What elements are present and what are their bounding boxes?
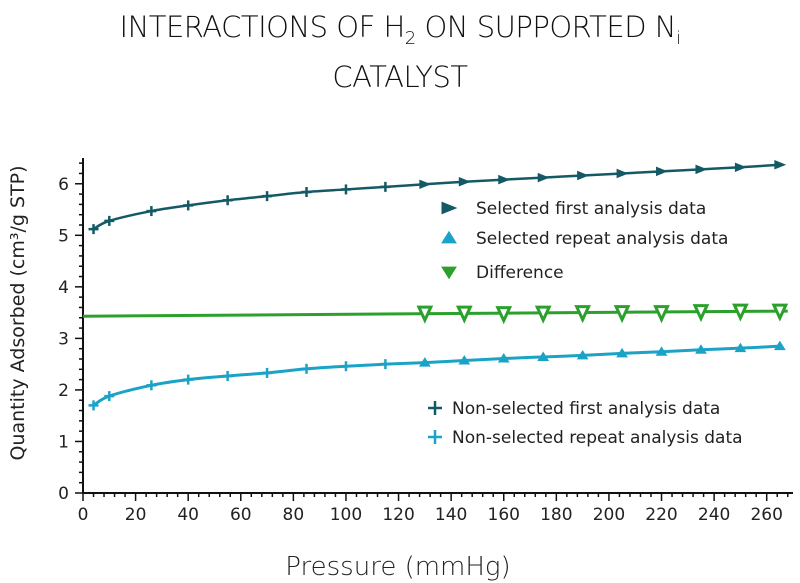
non-selected-repeat-analysis-data-point: [262, 367, 273, 378]
x-tick-label: 80: [283, 505, 305, 525]
non-selected-first-analysis-data-point: [104, 215, 115, 226]
non-selected-repeat-analysis-data-point: [340, 361, 351, 372]
selected-first-analysis-data-point: [656, 166, 668, 177]
legend-item: Difference: [441, 263, 564, 283]
difference-point: [455, 305, 473, 324]
x-tick-label: 140: [435, 505, 467, 525]
legend: Selected first analysis data Selected rep…: [428, 199, 743, 448]
x-tick-label: 180: [540, 505, 572, 525]
legend-marker: [441, 201, 458, 215]
non-selected-first-analysis-data-point: [183, 200, 194, 211]
selected-repeat-analysis-data-point: [734, 342, 747, 353]
selected-first-analysis-data-point: [695, 164, 708, 175]
difference-line: [82, 309, 788, 318]
x-tick-label: 220: [645, 505, 677, 525]
x-tick-label: 100: [330, 505, 362, 525]
series-markers: [88, 159, 789, 411]
y-tick-label: 4: [58, 278, 69, 298]
non-selected-repeat-analysis-data-point: [183, 374, 194, 385]
non-selected-first-analysis-data-point: [340, 184, 351, 195]
x-tick-label: 240: [698, 505, 730, 525]
non-selected-repeat-analysis-data-point: [301, 363, 312, 374]
legend-marker: [428, 401, 442, 415]
repeat-analysis-line: [92, 344, 780, 407]
non-selected-first-analysis-data-point: [380, 181, 391, 192]
x-tick-label: 0: [78, 505, 89, 525]
legend-marker: [428, 430, 442, 444]
non-selected-repeat-analysis-data-point: [380, 359, 391, 370]
non-selected-first-analysis-data-point: [146, 206, 157, 217]
non-selected-repeat-analysis-data-point: [146, 380, 157, 391]
x-axis-label: Pressure (mmHg): [285, 552, 510, 582]
selected-first-analysis-data-point: [774, 159, 787, 170]
selected-repeat-analysis-data-point: [773, 340, 786, 351]
y-tick-label: 6: [58, 175, 69, 195]
selected-first-analysis-data-point: [537, 172, 550, 183]
legend-item: Non-selected repeat analysis data: [428, 428, 743, 448]
legend-marker: [441, 266, 457, 280]
first-analysis-line: [92, 163, 780, 231]
x-tick-label: 120: [382, 505, 414, 525]
legend-label: Selected repeat analysis data: [476, 229, 728, 249]
axes: 0 20 40 60 80 100 120 140 160 180 200 220 240 260 0 1 2 3…: [58, 158, 793, 525]
x-tick-label: 160: [488, 505, 520, 525]
selected-repeat-analysis-data-point: [497, 353, 510, 363]
x-tick-label: 40: [177, 505, 199, 525]
y-tick-label: 1: [58, 432, 69, 452]
y-tick-label: 3: [58, 329, 69, 349]
selected-repeat-analysis-data-point: [537, 351, 550, 361]
legend-label: Difference: [476, 263, 564, 283]
selected-repeat-analysis-data-point: [695, 344, 707, 354]
legend-label: Non-selected repeat analysis data: [452, 428, 743, 448]
difference-point: [771, 303, 789, 322]
difference-point: [653, 305, 670, 324]
non-selected-first-analysis-data-point: [262, 191, 273, 202]
non-selected-first-analysis-data-point: [301, 187, 312, 198]
y-tick-label: 0: [58, 484, 69, 504]
x-tick-label: 260: [750, 505, 782, 525]
legend-label: Selected first analysis data: [476, 199, 706, 219]
non-selected-repeat-analysis-data-point: [88, 400, 99, 411]
legend-item: Selected repeat analysis data: [441, 229, 728, 249]
non-selected-repeat-analysis-data-point: [222, 371, 233, 382]
selected-repeat-analysis-data-point: [655, 346, 668, 356]
x-tick-label: 200: [593, 505, 625, 525]
selected-repeat-analysis-data-point: [616, 347, 628, 358]
legend-marker: [441, 230, 457, 244]
difference-point: [495, 306, 513, 325]
difference-point: [613, 305, 631, 324]
y-tick-label: 2: [58, 381, 69, 401]
x-tick-label: 20: [125, 505, 147, 525]
non-selected-first-analysis-data-point: [88, 224, 99, 235]
legend-item: Selected first analysis data: [441, 199, 706, 219]
selected-first-analysis-data-point: [458, 176, 471, 187]
difference-point: [574, 305, 591, 324]
y-tick-label: 5: [58, 226, 69, 246]
selected-repeat-analysis-data-point: [458, 355, 471, 365]
non-selected-repeat-analysis-data-point: [104, 391, 115, 402]
difference-point: [732, 303, 749, 322]
selected-repeat-analysis-data-point: [576, 349, 589, 360]
chart-title: INTERACTIONS OF H2 ON SUPPORTED Ni CATAL…: [119, 10, 681, 94]
non-selected-first-analysis-data-point: [222, 195, 233, 206]
selected-first-analysis-data-point: [498, 174, 511, 185]
difference-point: [692, 304, 710, 323]
x-tick-label: 60: [230, 505, 252, 525]
selected-first-analysis-data-point: [419, 179, 432, 190]
legend-item: Non-selected first analysis data: [428, 399, 720, 419]
selected-first-analysis-data-point: [577, 170, 589, 181]
difference-point: [534, 305, 552, 324]
legend-label: Non-selected first analysis data: [452, 399, 720, 419]
difference-point: [416, 305, 434, 324]
selected-first-analysis-data-point: [616, 168, 629, 179]
selected-repeat-analysis-data-point: [418, 357, 431, 367]
selected-first-analysis-data-point: [734, 162, 747, 173]
y-axis-label: Quantity Adsorbed (cm³/g STP): [7, 165, 29, 460]
